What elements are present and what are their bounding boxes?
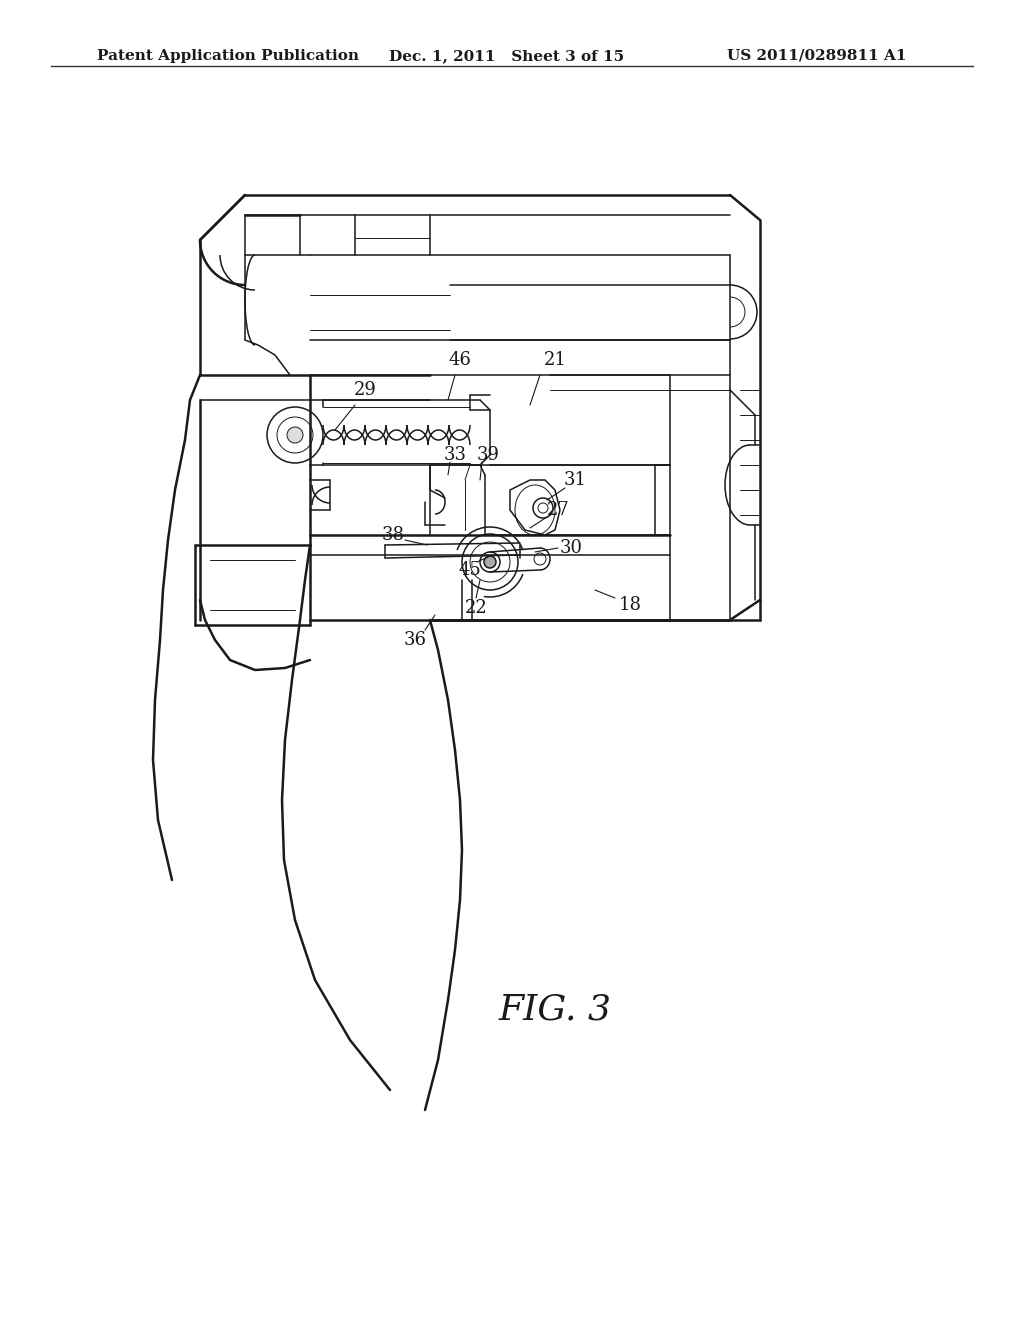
Text: 46: 46 [449,351,471,370]
Text: 36: 36 [403,631,427,649]
Circle shape [484,556,496,568]
Text: 31: 31 [563,471,587,488]
Text: 33: 33 [443,446,467,465]
Text: FIG. 3: FIG. 3 [499,993,611,1027]
Text: 29: 29 [353,381,377,399]
Text: 22: 22 [465,599,487,616]
Text: US 2011/0289811 A1: US 2011/0289811 A1 [727,49,906,63]
Text: 38: 38 [382,525,404,544]
Text: Dec. 1, 2011   Sheet 3 of 15: Dec. 1, 2011 Sheet 3 of 15 [389,49,625,63]
Text: Patent Application Publication: Patent Application Publication [97,49,359,63]
Text: 30: 30 [559,539,583,557]
Text: 21: 21 [544,351,566,370]
Text: 18: 18 [618,597,641,614]
Text: 45: 45 [459,561,481,579]
Text: 39: 39 [476,446,500,465]
Circle shape [287,426,303,444]
Text: 27: 27 [547,502,569,519]
